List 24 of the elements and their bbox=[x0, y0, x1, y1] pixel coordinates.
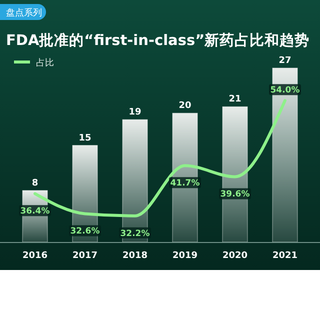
bar bbox=[272, 68, 298, 242]
x-tick-label: 2016 bbox=[22, 251, 48, 261]
legend-label: 占比 bbox=[36, 58, 54, 68]
x-tick-label: 2017 bbox=[72, 251, 98, 261]
bar bbox=[222, 106, 248, 242]
chart-title: FDA批准的“first-in-class”新药占比和趋势 bbox=[6, 31, 310, 49]
data-label: 27 bbox=[278, 56, 292, 66]
data-label: 15 bbox=[78, 133, 92, 144]
data-label: 41.7% bbox=[170, 178, 200, 189]
data-label: 32.2% bbox=[120, 228, 150, 239]
text: 盘点系列 bbox=[6, 8, 42, 18]
data-label: 32.6% bbox=[70, 226, 100, 237]
data-label: 36.4% bbox=[20, 206, 50, 217]
bar bbox=[172, 112, 198, 242]
data-label: 8 bbox=[32, 178, 38, 188]
x-tick-label: 2021 bbox=[272, 251, 298, 261]
x-tick-label: 2020 bbox=[222, 251, 248, 261]
data-label: 39.6% bbox=[220, 190, 250, 200]
data-label: 20 bbox=[178, 101, 192, 112]
x-tick-label: 2019 bbox=[172, 251, 198, 261]
data-label: 21 bbox=[228, 94, 242, 105]
data-label: 19 bbox=[128, 108, 142, 118]
data-label: 54.0% bbox=[270, 86, 300, 96]
x-tick-label: 2018 bbox=[122, 251, 148, 261]
